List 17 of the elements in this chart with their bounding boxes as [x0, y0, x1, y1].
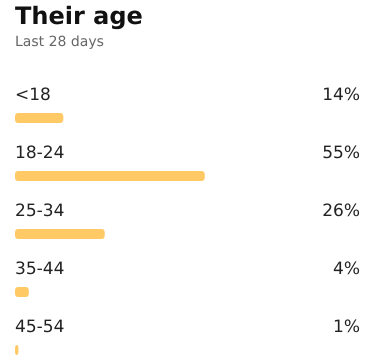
- y-tick-label: 25-34: [15, 201, 64, 221]
- data-label: 55%: [322, 143, 360, 163]
- y-tick-label: 45-54: [15, 317, 64, 337]
- y-tick-label: <18: [15, 85, 51, 105]
- bar: [15, 113, 64, 123]
- y-tick-label: 18-24: [15, 143, 64, 163]
- bar: [15, 345, 18, 355]
- y-tick-label: 35-44: [15, 259, 64, 279]
- bar: [15, 229, 105, 239]
- chart-subtitle: Last 28 days: [15, 34, 104, 50]
- data-label: 26%: [322, 201, 360, 221]
- data-label: 4%: [333, 259, 360, 279]
- bar: [15, 171, 205, 181]
- data-label: 1%: [333, 317, 360, 337]
- chart-title: Their age: [15, 2, 143, 30]
- data-label: 14%: [322, 85, 360, 105]
- bar: [15, 287, 29, 297]
